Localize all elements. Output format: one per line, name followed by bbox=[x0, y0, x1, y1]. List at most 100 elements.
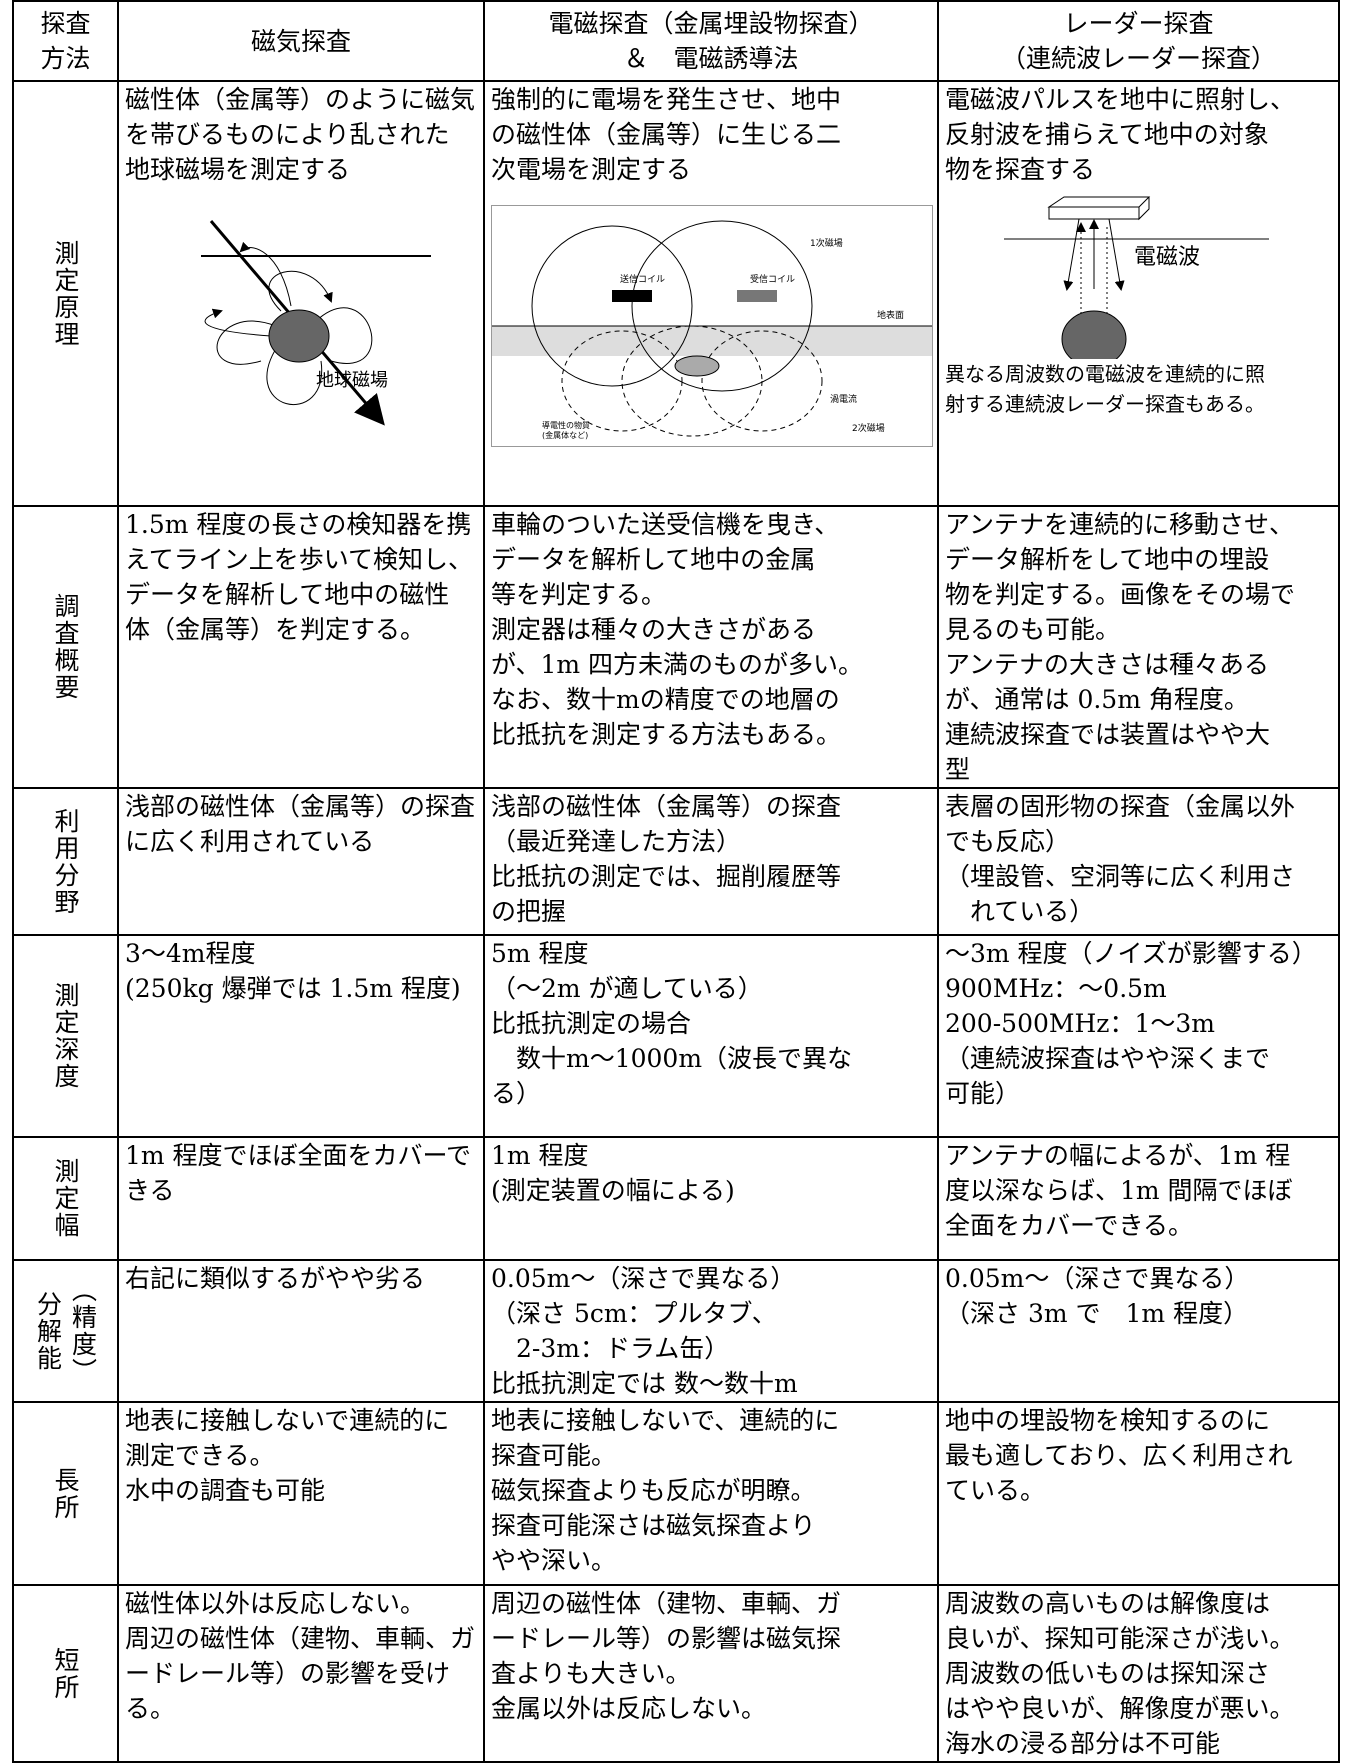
cell: アンテナを連続的に移動させ、 データ解析をして地中の埋設 物を判定する。画像をその場… bbox=[937, 505, 1340, 789]
figure-label: 地表面 bbox=[877, 309, 904, 321]
text-line: に広く利用されている bbox=[125, 827, 375, 856]
magnetic-figure: 地球磁場 bbox=[201, 220, 431, 426]
text-line: 強制的に電場を発生させ、地中 bbox=[491, 85, 842, 114]
text-line: 金属以外は反応しない。 bbox=[491, 1694, 767, 1723]
figure-label: 受信コイル bbox=[750, 273, 795, 285]
text-line: 数十m～1000m（波長で異な bbox=[491, 1044, 853, 1073]
cell: 0.05m～（深さで異なる） （深さ 5cm：プルタブ、 2-3m：ドラム缶） 比抵… bbox=[483, 1259, 939, 1403]
row: 利用分野 浅部の磁性体（金属等）の探査 に広く利用されている 浅部の磁性体（金属等）の… bbox=[12, 787, 1340, 936]
header-cell: レーダー探査 （連続波レーダー探査） bbox=[937, 0, 1340, 82]
text-line: 比抵抗の測定では、掘削履歴等 bbox=[491, 862, 842, 891]
text-line: 1m 程度 bbox=[491, 1141, 589, 1170]
figure-label: 送信コイル bbox=[620, 273, 665, 285]
text-line: 連続波探査では装置はやや大 bbox=[945, 720, 1271, 749]
text-line: （～2m が適している） bbox=[491, 974, 763, 1003]
text-line: 3～4m程度 bbox=[125, 939, 256, 968]
cell: 右記に類似するがやや劣る bbox=[117, 1259, 485, 1403]
text-line: データ解析をして地中の埋設 bbox=[945, 545, 1270, 574]
text-line: 0.05m～（深さで異なる） bbox=[491, 1264, 796, 1293]
text-line: アンテナの大きさは種々ある bbox=[945, 650, 1270, 679]
text-line: やや深い。 bbox=[491, 1546, 617, 1575]
cell: 地表に接触しないで連続的に 測定できる。水中の調査も可能 bbox=[117, 1401, 485, 1586]
text-line: 地表に接触しないで、連続的に bbox=[491, 1406, 840, 1435]
text-line: でも反応） bbox=[945, 827, 1071, 856]
cell: 表層の固形物の探査（金属以外 でも反応） （埋設管、空洞等に広く利用さ れている） bbox=[937, 787, 1340, 936]
label-cell: 長所 bbox=[12, 1401, 119, 1586]
text-line: 0.05m～（深さで異なる） bbox=[945, 1264, 1250, 1293]
text-line: はやや良いが、解像度が悪い。 bbox=[945, 1694, 1295, 1723]
text-line: （連続波探査はやや深くまで bbox=[945, 1044, 1271, 1073]
row-sublabel: （精度） bbox=[68, 1277, 98, 1385]
text-line: ～3m 程度（ノイズが影響する） bbox=[945, 939, 1317, 968]
text-line: 測定できる。 bbox=[125, 1441, 275, 1470]
cell: 周波数の高いものは解像度は 良いが、探知可能深さが浅い。 周波数の低いものは探知深さ… bbox=[937, 1584, 1340, 1763]
text-line: 水中の調査も可能 bbox=[125, 1476, 326, 1505]
text-line: 最も適しており、広く利用され bbox=[945, 1441, 1293, 1470]
row-label: 短所 bbox=[51, 1646, 80, 1701]
text-line: データを解析して地中の磁性 bbox=[125, 580, 450, 609]
text-line: 浅部の磁性体（金属等）の探査 bbox=[125, 792, 476, 821]
text-line: 体（金属等）を判定する。 bbox=[125, 615, 426, 644]
cell: アンテナの幅によるが、1m 程度以深ならば、1m 間隔でほぼ 全面をカバーできる。 bbox=[937, 1136, 1340, 1261]
figure-label: 導電性の物質 bbox=[542, 420, 590, 430]
text-line: 磁気探査よりも反応が明瞭。 bbox=[491, 1476, 816, 1505]
text-line: 車輪のついた送受信機を曳き、 bbox=[491, 510, 840, 539]
text-line: (測定装置の幅による) bbox=[491, 1176, 735, 1205]
row: 測定原理 磁性体（金属等）のように磁気 を帯びるものにより乱された 地球磁場を測定する… bbox=[12, 80, 1340, 507]
cell: 1m 程度 (測定装置の幅による) bbox=[483, 1136, 939, 1261]
text-line: 測定器は種々の大きさがある bbox=[491, 615, 817, 644]
text-line: 良いが、探知可能深さが浅い。 bbox=[945, 1624, 1295, 1653]
text-line: レーダー探査 bbox=[1063, 9, 1214, 38]
cell: 浅部の磁性体（金属等）の探査 に広く利用されている bbox=[117, 787, 485, 936]
text-line: れている） bbox=[945, 897, 1095, 926]
text-line: 電磁探査（金属埋設物探査） bbox=[548, 9, 874, 38]
text-line: なお、数十mの精度での地層の bbox=[491, 685, 840, 714]
figure-label: 1次磁場 bbox=[810, 237, 843, 249]
row: 調査概要 1.5m 程度の長さの検知器を携 えてライン上を歩いて検知し、 データを解析… bbox=[12, 505, 1340, 789]
figure-label: 地球磁場 bbox=[316, 370, 388, 391]
text-line: 周波数の低いものは探知深さ bbox=[945, 1659, 1271, 1688]
text-line: 海水の浸る部分は不可能 bbox=[945, 1729, 1221, 1758]
text-line: 2-3m：ドラム缶） bbox=[491, 1334, 730, 1363]
row-label: 測定深度 bbox=[51, 982, 80, 1090]
row: （精度） 分解能 右記に類似するがやや劣る 0.05m～（深さで異なる） （深さ 5cm… bbox=[12, 1259, 1340, 1403]
row: 測定深度 3～4m程度 (250kg 爆弾では 1.5m 程度) 5m 程度 （～2m … bbox=[12, 934, 1340, 1138]
cell: 5m 程度 （～2m が適している） 比抵抗測定の場合 数十m～1000m（波長で異… bbox=[483, 934, 939, 1138]
text-line: えてライン上を歩いて検知し、 bbox=[125, 545, 474, 574]
cell: 3～4m程度 (250kg 爆弾では 1.5m 程度) bbox=[117, 934, 485, 1138]
figure-label: 渦電流 bbox=[830, 393, 857, 405]
text-line: 周辺の磁性体（建物、車輌、ガ bbox=[125, 1624, 476, 1653]
text-line: 電磁波パルスを地中に照射し、 bbox=[945, 85, 1296, 114]
text-line: を帯びるものにより乱された bbox=[125, 120, 450, 149]
label-cell: （精度） 分解能 bbox=[12, 1259, 119, 1403]
text-line: る。 bbox=[125, 1694, 176, 1723]
text-line: 射する連続波レーダー探査もある。 bbox=[945, 392, 1265, 416]
cell: 地表に接触しないで、連続的に 探査可能。 磁気探査よりも反応が明瞭。 探査可能深さは磁… bbox=[483, 1401, 939, 1586]
text-line: 探査可能。 bbox=[491, 1441, 617, 1470]
row: 短所 磁性体以外は反応しない。周辺の磁性体（建物、車輌、ガ ードレール等）の影響を受… bbox=[12, 1584, 1340, 1763]
cell: 強制的に電場を発生させ、地中 の磁性体（金属等）に生じる二 次電場を測定する 1次磁… bbox=[483, 80, 939, 507]
document: 探査 方法 磁気探査 電磁探査（金属埋設物探査） ＆ 電磁誘導法 レーダー探査 （連続波レー… bbox=[12, 0, 1340, 1763]
row-label: 利用分野 bbox=[51, 807, 80, 916]
text-line: 地表に接触しないで連続的に bbox=[125, 1406, 450, 1435]
row-label: 測定原理 bbox=[51, 239, 80, 348]
text-line: 200-500MHz：1～3m bbox=[945, 1009, 1215, 1038]
text-line: 表層の固形物の探査（金属以外 bbox=[945, 792, 1296, 821]
text-line: 磁性体（金属等）のように磁気 bbox=[125, 85, 476, 114]
header-cell: 探査 方法 bbox=[12, 0, 119, 82]
text-line: ードレール等）の影響を受け bbox=[125, 1659, 451, 1688]
text-line: 型 bbox=[945, 755, 971, 784]
text-line: アンテナの幅によるが、1m 程 bbox=[945, 1141, 1291, 1170]
text-line: 方法 bbox=[40, 44, 91, 73]
row-label: 調査概要 bbox=[51, 593, 80, 701]
cell: 電磁波パルスを地中に照射し、 反射波を捕らえて地中の対象 物を探査する 電磁波 異なる… bbox=[937, 80, 1340, 507]
text-line: が、通常は 0.5m 角程度。 bbox=[945, 685, 1249, 714]
label-cell: 測定幅 bbox=[12, 1136, 119, 1261]
figure-label: 2次磁場 bbox=[852, 422, 885, 434]
text-line: 磁性体以外は反応しない。 bbox=[125, 1589, 426, 1618]
text-line: の把握 bbox=[491, 897, 567, 926]
text-line: (250kg 爆弾では 1.5m 程度) bbox=[125, 974, 461, 1003]
text-line: 次電場を測定する bbox=[491, 155, 692, 184]
row-label: 長所 bbox=[51, 1466, 80, 1521]
